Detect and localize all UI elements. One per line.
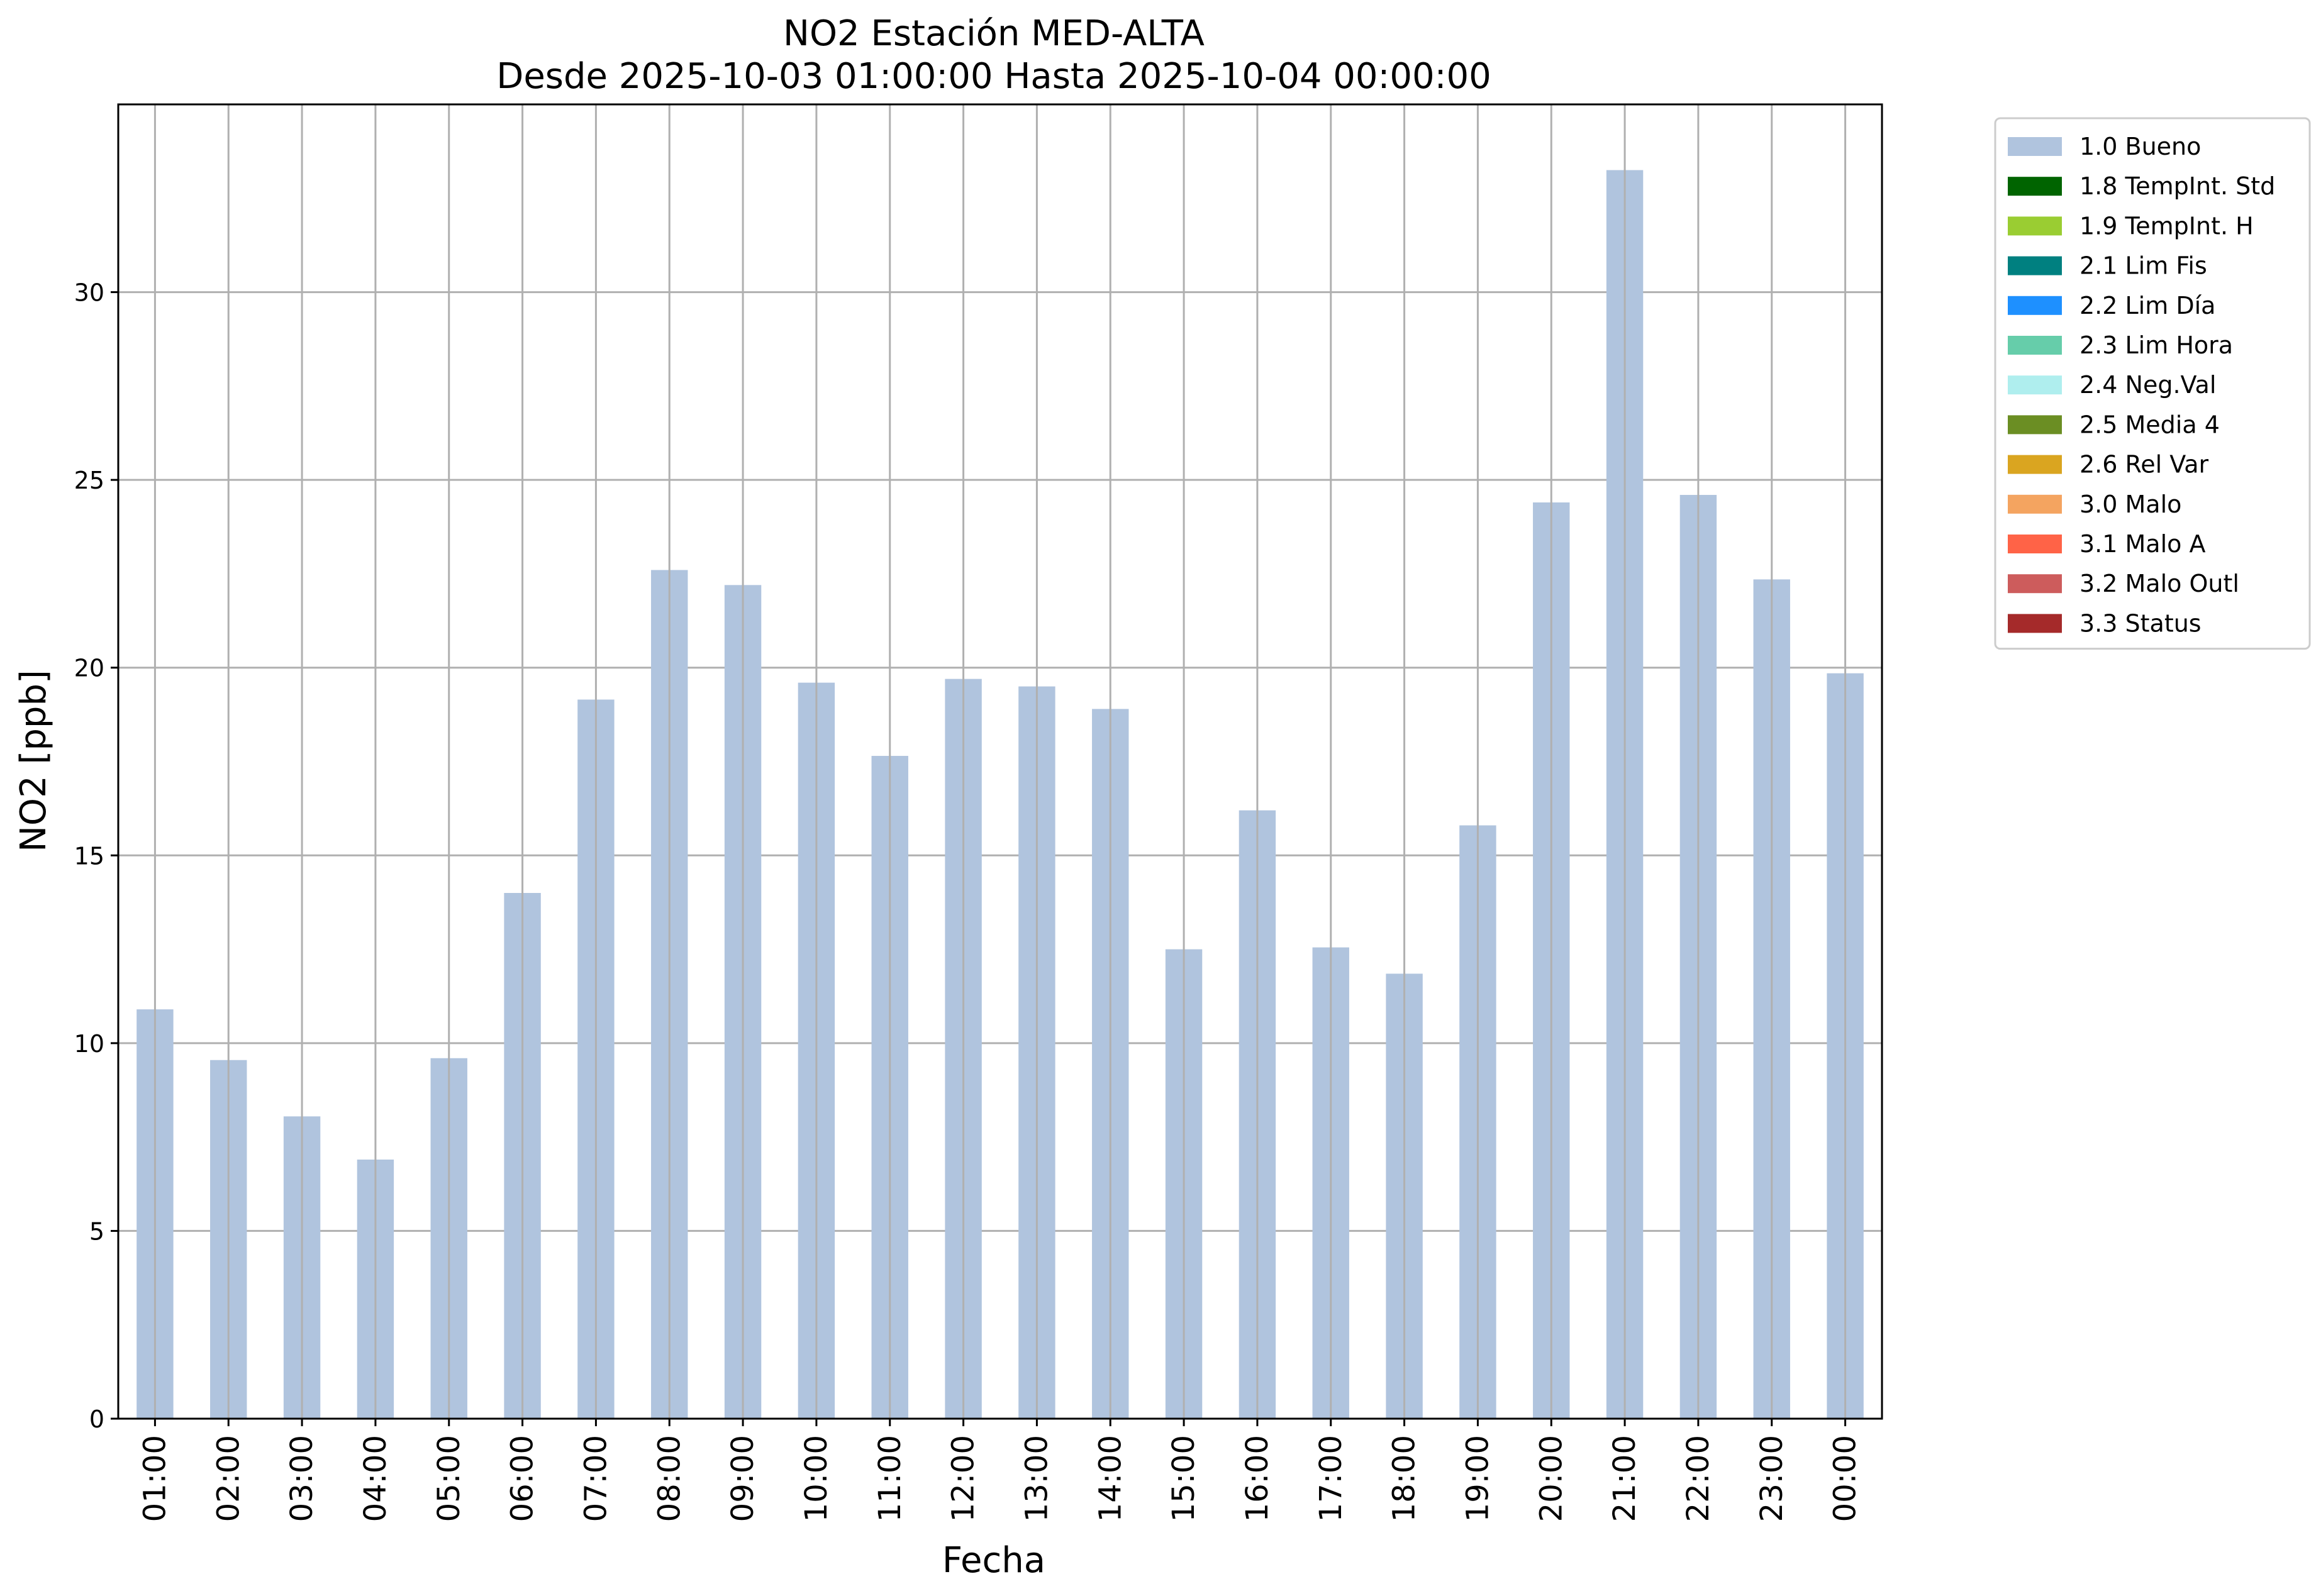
x-tick-label: 06:00 <box>505 1435 540 1522</box>
legend-swatch <box>2008 137 2062 156</box>
legend-swatch <box>2008 177 2062 196</box>
x-tick-label: 13:00 <box>1019 1435 1054 1522</box>
x-tick-layer: 01:00 02:00 03:00 04:00 05:00 06:00 07:00 08:00… <box>137 1419 1863 1522</box>
x-tick-label: 23:00 <box>1754 1435 1790 1522</box>
x-axis-label: Fecha <box>942 1540 1045 1581</box>
x-tick-label: 18:00 <box>1387 1435 1422 1522</box>
chart-title: NO2 Estación MED-ALTA <box>783 13 1205 54</box>
legend-label: 3.0 Malo <box>2079 490 2181 518</box>
y-tick-label: 10 <box>74 1030 104 1058</box>
legend-swatch <box>2008 455 2062 474</box>
x-tick-label: 01:00 <box>137 1435 172 1522</box>
legend-swatch <box>2008 256 2062 275</box>
x-tick-label: 10:00 <box>799 1435 834 1522</box>
legend-swatch <box>2008 415 2062 435</box>
x-tick-label: 03:00 <box>284 1435 320 1522</box>
legend-swatch <box>2008 494 2062 514</box>
legend-swatch <box>2008 375 2062 395</box>
legend-label: 2.6 Rel Var <box>2079 451 2209 479</box>
chart-subtitle: Desde 2025-10-03 01:00:00 Hasta 2025-10-… <box>496 56 1491 97</box>
legend-swatch <box>2008 296 2062 315</box>
x-tick-label: 14:00 <box>1093 1435 1128 1522</box>
x-tick-label: 19:00 <box>1460 1435 1495 1522</box>
x-tick-label: 16:00 <box>1240 1435 1275 1522</box>
y-tick-label: 5 <box>89 1217 104 1245</box>
x-tick-label: 08:00 <box>652 1435 687 1522</box>
legend-label: 1.8 TempInt. Std <box>2079 172 2275 200</box>
x-tick-label: 02:00 <box>211 1435 246 1522</box>
vertical-grid-layer <box>153 104 1847 1419</box>
x-tick-label: 12:00 <box>946 1435 981 1522</box>
legend-label: 3.2 Malo Outl <box>2079 570 2239 597</box>
x-tick-label: 07:00 <box>578 1435 613 1522</box>
x-tick-label: 00:00 <box>1828 1435 1863 1522</box>
y-tick-label: 15 <box>74 842 104 870</box>
legend-label: 1.0 Bueno <box>2079 133 2201 160</box>
legend-label: 2.2 Lim Día <box>2079 292 2215 319</box>
legend-label: 1.9 TempInt. H <box>2079 212 2254 240</box>
legend-label: 2.3 Lim Hora <box>2079 331 2233 359</box>
x-tick-label: 11:00 <box>872 1435 908 1522</box>
legend-swatch <box>2008 614 2062 633</box>
legend-label: 2.5 Media 4 <box>2079 411 2220 438</box>
x-tick-label: 17:00 <box>1313 1435 1349 1522</box>
legend-label: 2.1 Lim Fis <box>2079 252 2207 280</box>
legend-label: 2.4 Neg.Val <box>2079 371 2216 399</box>
legend-label: 3.1 Malo A <box>2079 530 2205 558</box>
y-tick-layer: 0 5 10 15 20 25 30 <box>74 279 118 1433</box>
x-tick-label: 09:00 <box>725 1435 760 1522</box>
plot-frame <box>117 103 1883 1420</box>
x-tick-label: 05:00 <box>431 1435 467 1522</box>
legend-swatch <box>2008 336 2062 355</box>
x-tick-label: 15:00 <box>1166 1435 1201 1522</box>
legend-box <box>1994 117 2311 650</box>
grid-layer <box>118 291 1882 1420</box>
y-tick-label: 25 <box>74 467 104 494</box>
x-tick-label: 21:00 <box>1607 1435 1642 1522</box>
legend-swatch <box>2008 535 2062 553</box>
legend-swatch <box>2008 216 2062 236</box>
x-tick-label: 22:00 <box>1681 1435 1716 1522</box>
x-tick-label: 20:00 <box>1534 1435 1569 1522</box>
y-tick-label: 0 <box>89 1405 104 1433</box>
legend-label: 3.3 Status <box>2079 609 2202 637</box>
y-tick-label: 20 <box>74 655 104 682</box>
y-tick-label: 30 <box>74 279 104 307</box>
y-axis-label: NO2 [ppb] <box>13 670 54 852</box>
x-tick-label: 04:00 <box>358 1435 393 1522</box>
legend: 1.0 Bueno 1.8 TempInt. Std 1.9 TempInt. H 2… <box>1994 117 2311 650</box>
legend-swatch <box>2008 574 2062 594</box>
